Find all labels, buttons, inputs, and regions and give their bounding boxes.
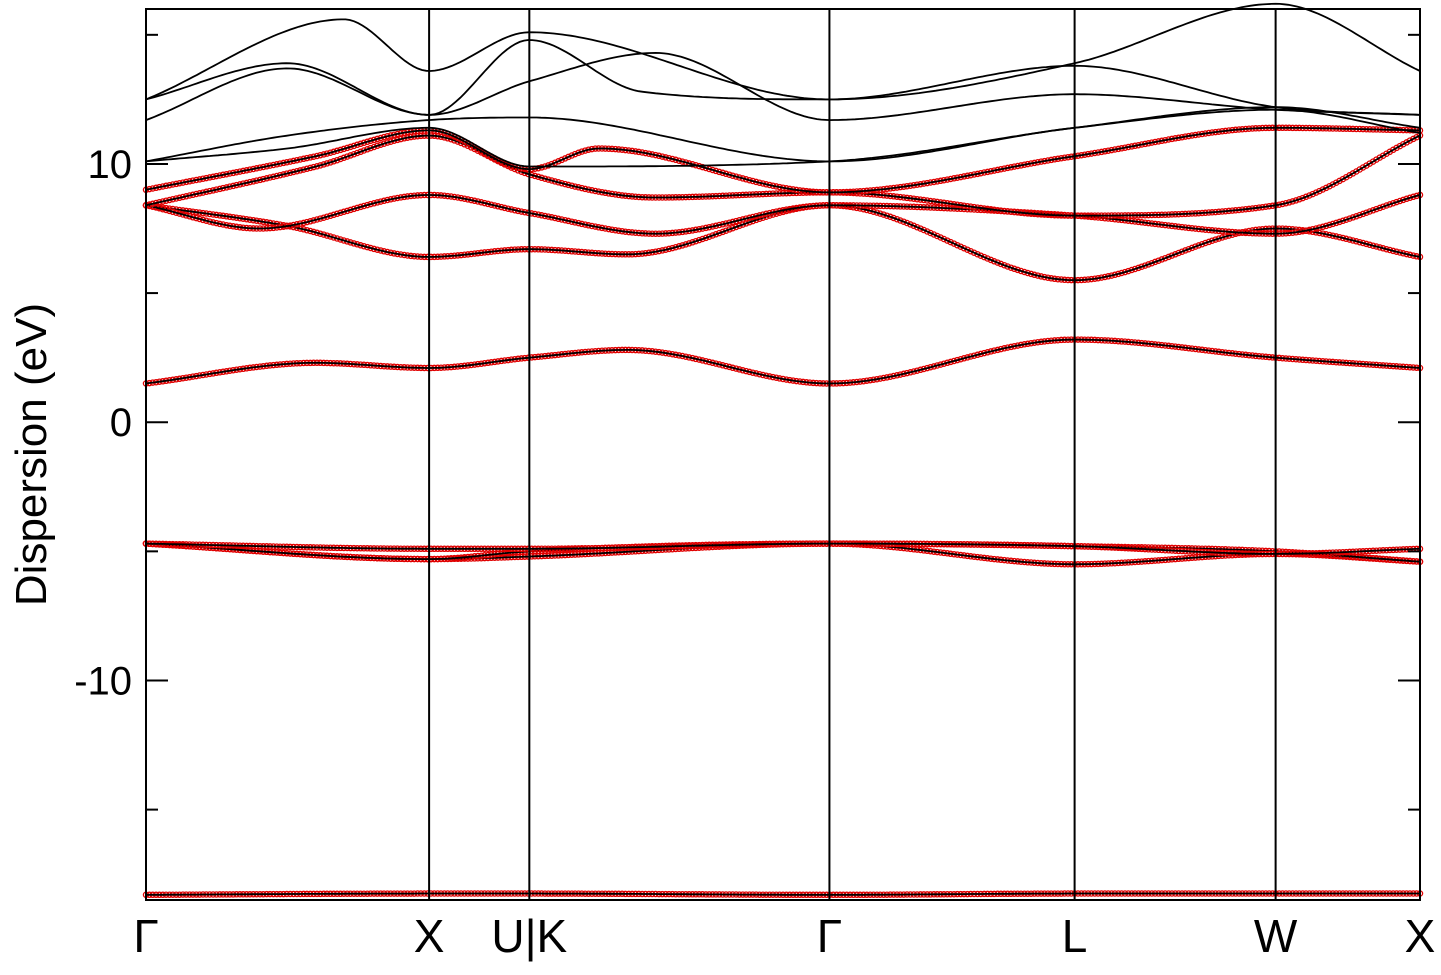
band-line bbox=[145, 126, 1421, 194]
fit-point bbox=[964, 246, 971, 253]
band-line bbox=[145, 542, 1421, 555]
fit-point bbox=[1403, 139, 1410, 146]
fit-point bbox=[1319, 186, 1327, 193]
symmetry-label: W bbox=[1254, 910, 1298, 962]
band-1 bbox=[142, 890, 1424, 899]
fit-point bbox=[957, 243, 964, 250]
fit-point bbox=[937, 234, 944, 241]
fit-point bbox=[555, 158, 562, 165]
fit-point bbox=[994, 259, 1001, 266]
fit-point bbox=[1329, 181, 1337, 188]
band-line bbox=[145, 338, 1421, 385]
symmetry-label: X bbox=[1405, 910, 1436, 962]
fit-point bbox=[940, 235, 948, 243]
fit-point bbox=[967, 247, 974, 255]
symmetry-label: Γ bbox=[133, 910, 158, 962]
fit-point bbox=[1399, 140, 1407, 148]
fit-point bbox=[950, 240, 958, 247]
fit-point bbox=[1406, 137, 1414, 144]
band-14 bbox=[145, 2, 1421, 101]
fit-point bbox=[565, 153, 572, 161]
fit-point bbox=[1332, 179, 1340, 186]
fit-point bbox=[1172, 251, 1179, 258]
fit-point bbox=[1302, 193, 1310, 201]
band-10 bbox=[145, 108, 1421, 163]
band-13 bbox=[145, 39, 1421, 116]
axis-ticks: 10 0 -10 bbox=[74, 33, 1420, 811]
band-line bbox=[145, 108, 1421, 163]
fit-point bbox=[960, 244, 968, 252]
symmetry-label: X bbox=[414, 910, 445, 962]
band-line bbox=[145, 194, 1421, 235]
fit-point bbox=[1178, 248, 1186, 255]
symmetry-label: Γ bbox=[817, 910, 842, 962]
fit-point bbox=[1306, 192, 1313, 199]
fit-point bbox=[900, 218, 907, 225]
fit-point bbox=[1175, 249, 1182, 257]
band-11 bbox=[145, 106, 1421, 168]
fit-point bbox=[1309, 190, 1316, 198]
fit-point bbox=[980, 253, 988, 261]
fit-point bbox=[1165, 253, 1172, 261]
y-tick-label: 10 bbox=[88, 143, 133, 187]
fit-point bbox=[917, 225, 924, 232]
fit-point bbox=[987, 256, 995, 264]
fit-point bbox=[1336, 177, 1343, 185]
band-5 bbox=[142, 336, 1424, 387]
band-line bbox=[145, 51, 1421, 122]
fit-point bbox=[970, 249, 978, 256]
band-12 bbox=[145, 51, 1421, 122]
plot-frame bbox=[145, 8, 1421, 901]
fit-point bbox=[551, 159, 559, 167]
band-9 bbox=[142, 124, 1424, 196]
fit-point bbox=[571, 150, 579, 158]
fit-point bbox=[974, 250, 981, 258]
fit-point bbox=[927, 229, 934, 237]
fit-point bbox=[954, 241, 961, 249]
y-tick-label: 0 bbox=[110, 401, 132, 445]
band-line bbox=[145, 204, 1421, 282]
fit-point bbox=[947, 238, 954, 246]
fit-point bbox=[1322, 184, 1330, 192]
band-line bbox=[145, 134, 1421, 217]
fit-point bbox=[561, 155, 569, 162]
fit-point bbox=[907, 221, 914, 228]
band-line bbox=[145, 2, 1421, 101]
band-4 bbox=[142, 540, 1424, 558]
series-layer bbox=[142, 2, 1424, 899]
fit-point bbox=[1312, 189, 1320, 196]
band-line bbox=[146, 892, 1420, 896]
symmetry-label: U|K bbox=[491, 910, 567, 962]
fit-point bbox=[910, 222, 918, 230]
fit-point bbox=[1326, 182, 1333, 190]
fit-point bbox=[903, 219, 911, 227]
fit-point bbox=[930, 231, 938, 238]
y-tick-label: -10 bbox=[74, 659, 132, 703]
band-line bbox=[145, 106, 1421, 168]
fit-point bbox=[933, 232, 941, 240]
symmetry-lines: Γ X U|K Γ L W X bbox=[133, 9, 1435, 962]
fit-point bbox=[990, 258, 998, 265]
symmetry-label: L bbox=[1062, 910, 1088, 962]
fit-point bbox=[913, 223, 921, 231]
fit-point bbox=[997, 260, 1005, 268]
fit-point bbox=[977, 252, 985, 259]
band-line bbox=[145, 39, 1421, 116]
fit-point bbox=[920, 226, 928, 234]
fit-point bbox=[984, 255, 991, 262]
fit-point bbox=[558, 156, 565, 164]
fit-point bbox=[1410, 135, 1417, 143]
band-8 bbox=[142, 132, 1424, 219]
fit-point bbox=[1393, 144, 1400, 152]
fit-point bbox=[568, 152, 576, 159]
fit-point bbox=[1161, 254, 1169, 262]
fit-point bbox=[1316, 187, 1323, 195]
y-axis-title: Dispersion (eV) bbox=[7, 303, 56, 606]
fit-point bbox=[944, 237, 951, 244]
fit-point bbox=[923, 228, 931, 235]
fit-point bbox=[1188, 244, 1196, 252]
